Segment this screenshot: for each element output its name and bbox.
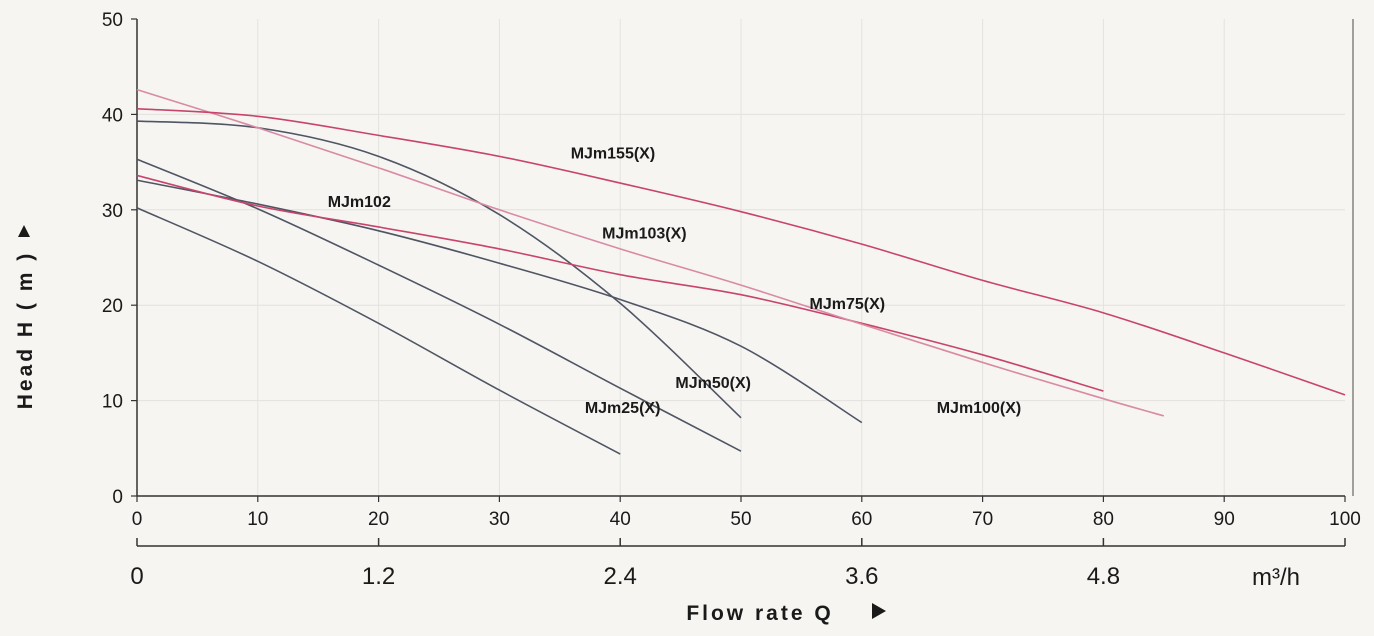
secondary-tick-label: 1.2 — [362, 563, 395, 590]
x-tick-label: 20 — [368, 509, 389, 530]
secondary-tick-label: 3.6 — [845, 563, 878, 590]
series-curve-mjm103-x — [136, 88, 1165, 417]
x-tick-label: 90 — [1214, 509, 1235, 530]
x-tick-label: 50 — [730, 509, 751, 530]
x-tick-label: 0 — [132, 509, 143, 530]
x-axis-arrow-icon — [872, 603, 886, 619]
secondary-tick-label: 0 — [130, 563, 143, 590]
label-layer: MJm25(X) MJm50(X) MJm100(X) MJm75(X) MJm102 M… — [328, 145, 1022, 417]
series-label-mjm75-x: MJm75(X) — [810, 296, 886, 313]
x-tick-label: 60 — [851, 509, 872, 530]
grid-layer — [137, 19, 1345, 496]
series-label-mjm25-x: MJm25(X) — [585, 400, 661, 417]
y-axis-arrow-icon — [18, 225, 30, 237]
secondary-tick-label: 4.8 — [1087, 563, 1120, 590]
y-tick-label: 40 — [102, 105, 123, 126]
series-label-mjm100-x: MJm100(X) — [937, 400, 1021, 417]
x-tick-label: 10 — [247, 509, 268, 530]
y-tick-label: 10 — [102, 392, 123, 413]
x-tick-label: 40 — [610, 509, 631, 530]
series-curve-mjm25-x — [136, 207, 621, 455]
y-tick-label: 50 — [102, 10, 123, 31]
axis-layer: 0 10 20 30 40 50 0 10 20 30 40 50 60 70 80 90 100 0 1.2 2.4… — [102, 10, 1361, 590]
y-tick-label: 30 — [102, 201, 123, 222]
series-label-mjm102: MJm102 — [328, 194, 391, 211]
x-tick-label: 100 — [1329, 509, 1361, 530]
y-axis-title-group: Head H ( m ) — [14, 225, 37, 409]
series-curve-mjm100-x — [136, 179, 863, 424]
series-curve-mjm75-x — [136, 120, 742, 419]
series-curve-mjm155-x — [136, 107, 1346, 396]
series-label-mjm103-x: MJm103(X) — [602, 225, 686, 242]
y-axis-title: Head H ( m ) — [14, 251, 37, 410]
series-curve-mjm102 — [136, 174, 1104, 392]
x-tick-label: 70 — [972, 509, 993, 530]
secondary-tick-label: 2.4 — [604, 563, 637, 590]
x-tick-label: 30 — [489, 509, 510, 530]
series-layer — [136, 88, 1346, 455]
x-tick-label: 80 — [1093, 509, 1114, 530]
x-axis-title-group: Flow rate Q — [686, 602, 886, 625]
series-label-mjm50-x: MJm50(X) — [675, 375, 751, 392]
y-tick-label: 20 — [102, 296, 123, 317]
x-axis-title: Flow rate Q — [686, 602, 833, 625]
secondary-axis-unit: m³/h — [1252, 564, 1300, 591]
y-tick-label: 0 — [112, 487, 123, 508]
series-label-mjm155-x: MJm155(X) — [571, 145, 655, 162]
